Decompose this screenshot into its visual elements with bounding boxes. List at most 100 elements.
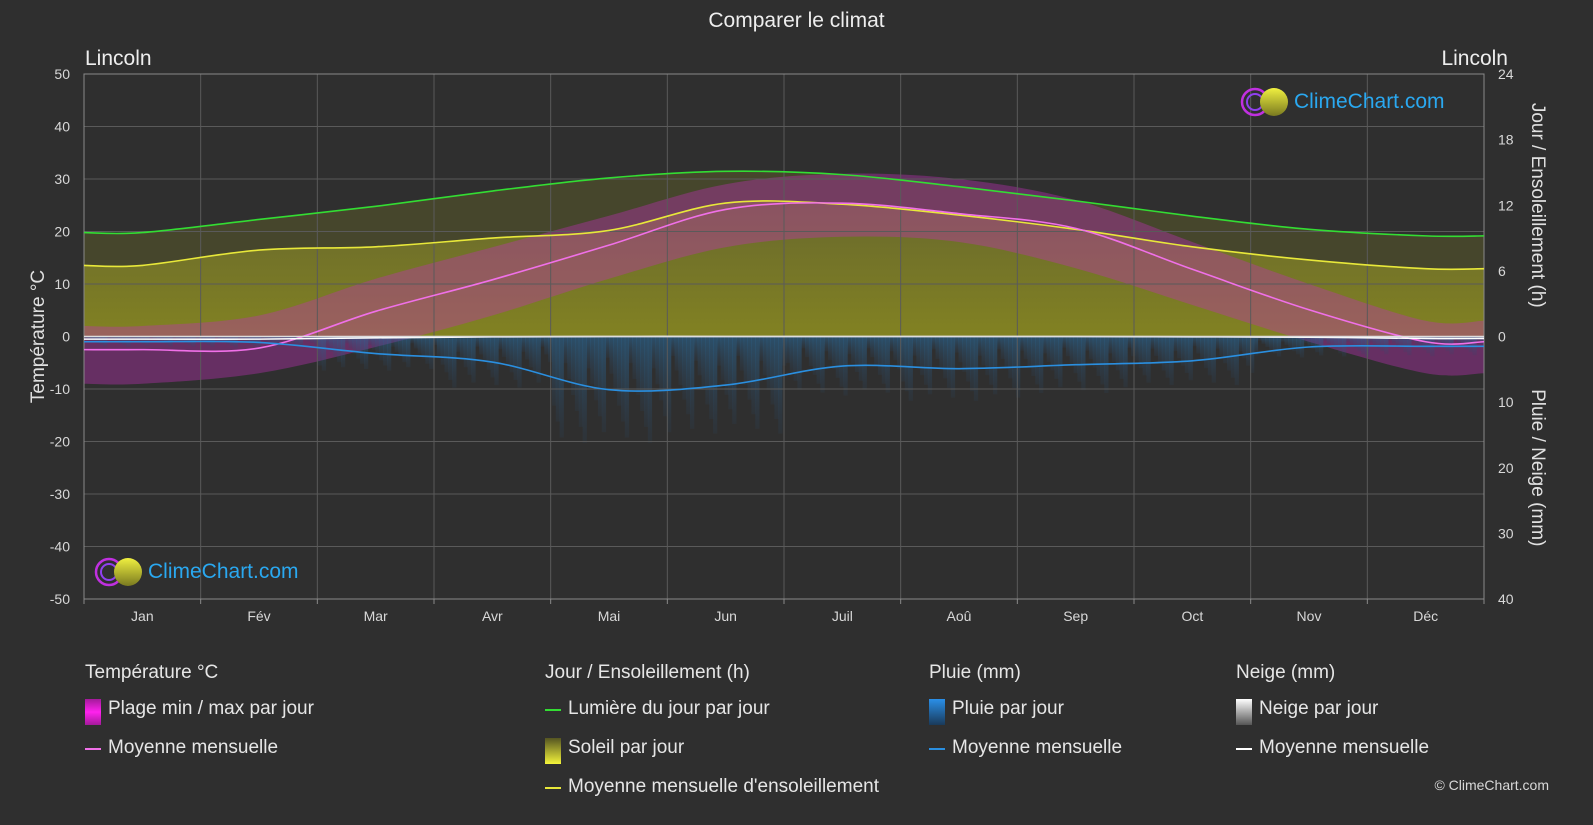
legend-sun-head: Jour / Ensoleillement (h)	[545, 662, 750, 683]
y-right-bottom-label: Pluie / Neige (mm)	[1527, 389, 1548, 546]
rain-day-bar	[260, 336, 265, 341]
rain-day-bar	[1077, 336, 1082, 382]
rain-day-bar	[647, 336, 653, 443]
rain-day-bar	[1288, 336, 1293, 349]
rain-day-bar	[525, 336, 530, 360]
rain-day-bar	[517, 336, 522, 388]
y-right-hours-tick: 0	[1498, 329, 1506, 345]
rain-day-bar	[413, 336, 419, 349]
rain-day-bar	[686, 336, 691, 415]
rain-day-bar	[398, 336, 403, 357]
rain-day-bar	[1399, 336, 1404, 350]
y-right-hours-tick: 18	[1498, 132, 1514, 148]
rain-day-bar	[410, 336, 415, 344]
rain-day-bar	[1000, 336, 1005, 360]
rain-day-bar	[1123, 336, 1128, 388]
rain-day-bar	[1395, 336, 1401, 347]
rain-day-bar	[709, 336, 714, 420]
chart-title: Comparer le climat	[708, 9, 885, 32]
rain-day-bar	[1096, 336, 1101, 377]
rain-day-bar	[225, 336, 231, 345]
rain-day-bar	[739, 336, 745, 371]
rain-day-bar	[1184, 336, 1190, 373]
legend-snow: Neige (mm) Neige par jour Moyenne mensue…	[1236, 662, 1429, 776]
y-right-mm-tick: 40	[1498, 591, 1514, 607]
rain-day-bar	[1192, 336, 1197, 347]
rain-day-bar	[1004, 336, 1009, 369]
rain-day-bar	[298, 336, 304, 348]
rain-day-bar	[620, 336, 626, 422]
rain-day-bar	[1054, 336, 1059, 379]
rain-day-bar	[720, 336, 725, 381]
legend-rain-daily: Pluie par jour	[929, 698, 1122, 737]
y-left-tick: -30	[50, 486, 70, 502]
rain-day-bar	[1031, 336, 1036, 377]
rain-day-bar	[866, 336, 871, 349]
rain-day-bar	[597, 336, 603, 417]
rain-day-bar	[874, 336, 879, 367]
rain-day-bar	[1227, 336, 1232, 371]
rain-day-bar	[659, 336, 664, 401]
rain-day-bar	[920, 336, 925, 376]
rain-day-bar	[502, 336, 507, 357]
y-right-hours-tick: 12	[1498, 197, 1514, 213]
rain-day-bar	[417, 336, 422, 354]
rain-day-bar	[935, 336, 940, 360]
rain-day-bar	[1357, 336, 1362, 352]
rain-day-bar	[996, 336, 1002, 350]
rain-day-bar	[678, 336, 683, 386]
temp-range-swatch	[85, 699, 101, 725]
rain-day-bar	[571, 336, 576, 395]
rain-day-bar	[333, 336, 338, 357]
rain-day-bar	[429, 336, 434, 369]
rain-day-bar	[697, 336, 702, 376]
rain-day-bar	[586, 336, 591, 369]
rain-day-bar	[1100, 336, 1105, 385]
rain-day-bar	[406, 336, 411, 368]
rain-day-bar	[1207, 336, 1213, 376]
rain-day-bar	[1345, 336, 1351, 342]
rain-day-bar	[214, 336, 219, 339]
snow-mean-swatch	[1236, 748, 1252, 750]
legend-rain-mean: Moyenne mensuelle	[929, 737, 1122, 776]
rain-day-bar	[356, 336, 361, 359]
rain-day-bar	[632, 336, 637, 380]
brand-logo-bottom[interactable]: ClimeChart.com	[94, 556, 299, 588]
rain-day-bar	[900, 336, 906, 382]
rain-day-bar	[317, 336, 323, 366]
rain-day-bar	[847, 336, 852, 355]
rain-day-bar	[1353, 336, 1358, 349]
rain-day-bar	[1368, 336, 1374, 343]
sun-mean-swatch	[545, 787, 561, 789]
brand-logo-top[interactable]: ClimeChart.com	[1240, 86, 1445, 118]
rain-day-bar	[1035, 336, 1040, 385]
rain-day-bar	[1403, 336, 1408, 353]
rain-day-bar	[544, 336, 549, 355]
rain-day-bar	[528, 336, 534, 368]
rain-day-bar	[851, 336, 856, 364]
rain-day-bar	[1119, 336, 1124, 379]
rain-day-bar	[762, 336, 768, 376]
rain-day-bar	[456, 336, 461, 352]
rain-day-bar	[1050, 336, 1055, 371]
rain-day-bar	[444, 336, 449, 373]
rain-day-bar	[371, 336, 376, 351]
rain-day-bar	[1150, 336, 1155, 349]
rain-day-bar	[1088, 336, 1094, 360]
rain-day-bar	[690, 336, 695, 429]
rain-day-bar	[479, 336, 484, 355]
rain-day-bar	[989, 336, 994, 385]
rain-day-bar	[1230, 336, 1236, 378]
rain-day-bar	[1046, 336, 1051, 362]
rain-day-bar	[375, 336, 380, 356]
rain-day-bar	[509, 336, 514, 373]
rain-day-bar	[475, 336, 480, 347]
rain-day-bar	[383, 336, 388, 366]
temperature-mean-line	[83, 202, 1485, 353]
rain-day-bar	[651, 336, 656, 369]
rain-day-bar	[877, 336, 883, 375]
x-month-tick: Oct	[1181, 608, 1203, 624]
rain-day-bar	[486, 336, 491, 370]
rain-day-bar	[701, 336, 706, 390]
